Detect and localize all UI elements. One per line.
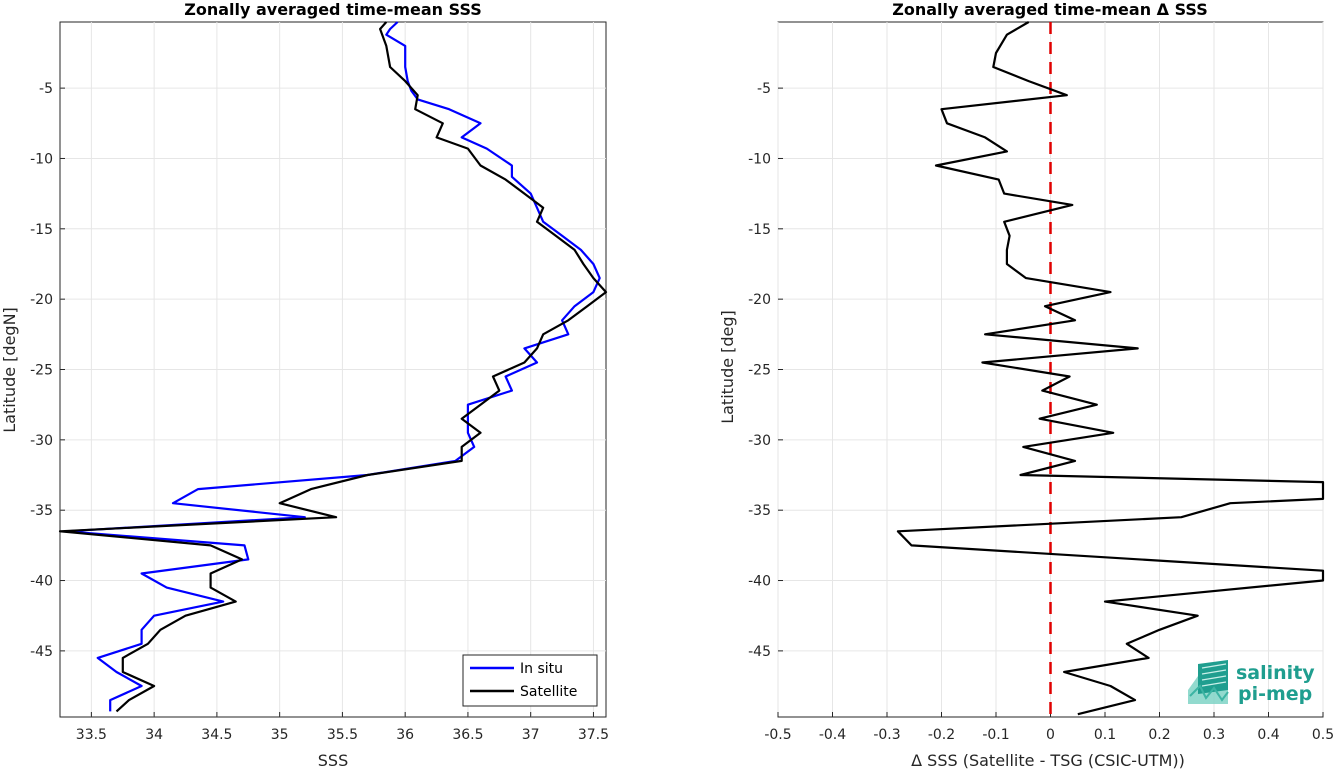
right-x-tick-label: 0.5 [1312,727,1334,743]
left-y-tick-label: -45 [30,644,53,660]
right-x-tick-label: -0.4 [819,727,846,743]
left-x-ticks: 33.5 34 34.5 35 35.5 36 36.5 37 37.5 [76,712,609,743]
right-x-tick-label: 0.1 [1094,727,1116,743]
left-x-tick-label: 35.5 [327,727,358,743]
right-x-tick-label: 0.2 [1148,727,1170,743]
logo-text-line1: salinity [1236,662,1315,684]
left-y-tick-label: -25 [30,363,53,379]
right-chart: -0.5 -0.4 -0.3 -0.2 -0.1 0 0.1 0.2 0.3 0.4 0.5 -5-… [718,0,1334,769]
right-y-tick-label: -25 [748,363,771,379]
left-y-axis-label: Latitude [degN] [0,307,19,433]
left-x-axis-label: SSS [318,751,348,769]
logo-mark-icon [1188,660,1229,704]
right-y-tick-label: -20 [748,292,771,308]
right-x-tick-label: -0.1 [982,727,1009,743]
left-grid [60,22,606,717]
right-y-axis-label: Latitude [deg] [718,310,737,424]
left-x-tick-label: 35 [271,727,289,743]
right-x-tick-label: -0.5 [764,727,791,743]
right-x-tick-label: 0 [1046,727,1055,743]
left-y-ticks: -5 -10 -15 -20 -25 -30 -35 -40 -45 [30,81,65,660]
left-x-tick-label: 37.5 [578,727,609,743]
left-y-tick-label: -40 [30,574,53,590]
left-y-tick-label: -10 [30,151,53,167]
left-x-tick-label: 34.5 [201,727,232,743]
left-x-tick-label: 36 [396,727,414,743]
left-chart-title: Zonally averaged time-mean SSS [184,0,482,19]
left-series-lines [58,21,608,713]
right-chart-title: Zonally averaged time-mean Δ SSS [892,0,1208,19]
left-x-tick-label: 37 [522,727,540,743]
right-y-tick-label: -45 [748,644,771,660]
logo-text-line2: pi-mep [1238,683,1312,705]
left-y-tick-label: -35 [30,503,53,519]
right-y-tick-label: -15 [748,222,771,238]
right-y-tick-label: -35 [748,503,771,519]
left-x-tick-label: 36.5 [452,727,483,743]
left-y-tick-label: -15 [30,222,53,238]
delta-sss-series-line [896,21,1325,716]
right-x-tick-label: -0.3 [873,727,900,743]
right-series-lines [896,21,1325,716]
left-x-tick-label: 34 [145,727,163,743]
legend: In situ Satellite [462,654,598,707]
right-y-tick-label: -10 [748,151,771,167]
right-y-tick-label: -30 [748,433,771,449]
left-y-tick-label: -30 [30,433,53,449]
satellite-series-line [58,21,608,713]
right-x-tick-label: 0.3 [1203,727,1225,743]
right-x-tick-label: 0.4 [1257,727,1279,743]
salinity-pi-mep-logo: salinity pi-mep [1188,660,1315,705]
legend-box [462,654,598,707]
left-chart: 33.5 34 34.5 35 35.5 36 36.5 37 37.5 -5 -10 -15 -20… [0,0,609,769]
right-y-tick-label: -40 [748,574,771,590]
legend-label-in-situ: In situ [520,661,563,677]
right-x-axis-label: Δ SSS (Satellite - TSG (CSIC-UTM)) [911,751,1185,769]
legend-label-satellite: Satellite [520,684,577,700]
right-x-tick-label: -0.2 [928,727,955,743]
right-y-tick-label: -5 [757,81,771,97]
right-y-ticks: -5 -10 -15 -20 -25 -30 -35 -40 -45 [748,81,783,660]
right-x-ticks: -0.5 -0.4 -0.3 -0.2 -0.1 0 0.1 0.2 0.3 0.4 0.5 [764,712,1334,743]
left-y-tick-label: -5 [39,81,53,97]
left-x-tick-label: 33.5 [76,727,107,743]
left-y-tick-label: -20 [30,292,53,308]
